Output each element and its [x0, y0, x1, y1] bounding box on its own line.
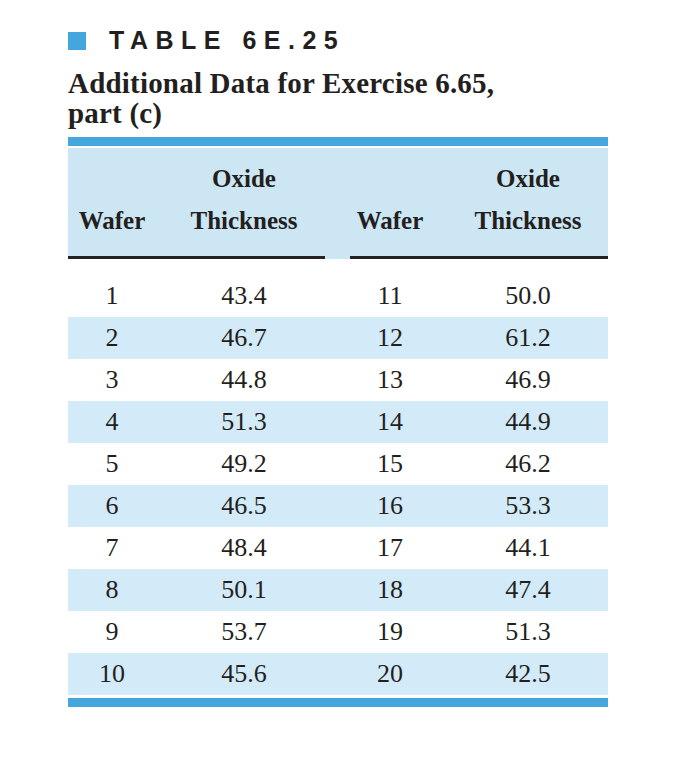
wafer-cell: 4	[68, 409, 156, 435]
column-header-bottom-label: Thickness	[475, 200, 582, 242]
table-label: TABLE 6E.25	[109, 27, 345, 55]
table-row: 7 48.4 17 44.1	[68, 527, 608, 569]
table-row: 2 46.7 12 61.2	[68, 317, 608, 359]
blue-square-bullet-icon	[68, 32, 86, 50]
thickness-cell: 51.3	[156, 409, 332, 435]
table-row: 8 50.1 18 47.4	[68, 569, 608, 611]
thickness-cell: 50.0	[448, 283, 608, 309]
wafer-cell: 12	[332, 325, 448, 351]
table-subtitle-line1: Additional Data for Exercise 6.65,	[68, 68, 694, 98]
column-header-top-label: Oxide	[496, 158, 560, 200]
column-header-bottom-label: Wafer	[357, 200, 424, 242]
table-row: 5 49.2 15 46.2	[68, 443, 608, 485]
column-header-wafer-left: Wafer	[68, 148, 156, 259]
column-header-oxide-thickness-right: Oxide Thickness	[448, 148, 608, 259]
wafer-cell: 5	[68, 451, 156, 477]
thickness-cell: 46.9	[448, 367, 608, 393]
table-subtitle-line2: part (c)	[68, 98, 694, 128]
table-row: 4 51.3 14 44.9	[68, 401, 608, 443]
thickness-cell: 47.4	[448, 577, 608, 603]
wafer-cell: 15	[332, 451, 448, 477]
thickness-cell: 49.2	[156, 451, 332, 477]
wafer-cell: 14	[332, 409, 448, 435]
header-underline-right	[350, 256, 608, 259]
table-row: 9 53.7 19 51.3	[68, 611, 608, 653]
thickness-cell: 53.3	[448, 493, 608, 519]
wafer-cell: 6	[68, 493, 156, 519]
thickness-cell: 45.6	[156, 661, 332, 687]
wafer-cell: 3	[68, 367, 156, 393]
page: TABLE 6E.25 Additional Data for Exercise…	[0, 0, 694, 707]
wafer-cell: 17	[332, 535, 448, 561]
wafer-cell: 16	[332, 493, 448, 519]
wafer-cell: 9	[68, 619, 156, 645]
thickness-cell: 50.1	[156, 577, 332, 603]
wafer-cell: 11	[332, 283, 448, 309]
table-body: 1 43.4 11 50.0 2 46.7 12 61.2 3 44.8 13 …	[68, 259, 608, 695]
thickness-cell: 61.2	[448, 325, 608, 351]
thickness-cell: 48.4	[156, 535, 332, 561]
wafer-cell: 13	[332, 367, 448, 393]
column-header-oxide-thickness-left: Oxide Thickness	[156, 148, 332, 259]
column-header-bottom-label: Wafer	[79, 200, 146, 242]
wafer-cell: 19	[332, 619, 448, 645]
thickness-cell: 51.3	[448, 619, 608, 645]
wafer-cell: 7	[68, 535, 156, 561]
thickness-cell: 46.2	[448, 451, 608, 477]
thickness-cell: 53.7	[156, 619, 332, 645]
thickness-cell: 44.1	[448, 535, 608, 561]
table-row: 10 45.6 20 42.5	[68, 653, 608, 695]
thickness-cell: 44.8	[156, 367, 332, 393]
column-header-top-label: Oxide	[212, 158, 276, 200]
column-header-wafer-right: Wafer	[332, 148, 448, 259]
thickness-cell: 43.4	[156, 283, 332, 309]
thickness-cell: 42.5	[448, 661, 608, 687]
wafer-cell: 18	[332, 577, 448, 603]
thickness-cell: 46.7	[156, 325, 332, 351]
table-header: Wafer Oxide Thickness Wafer Oxide Thickn…	[68, 148, 608, 259]
table-title-row: TABLE 6E.25	[68, 27, 694, 55]
table-subtitle: Additional Data for Exercise 6.65, part …	[68, 68, 694, 128]
header-underline-left	[68, 256, 325, 259]
column-header-bottom-label: Thickness	[191, 200, 298, 242]
wafer-cell: 1	[68, 283, 156, 309]
table-row: 3 44.8 13 46.9	[68, 359, 608, 401]
table-top-rule	[68, 137, 608, 146]
thickness-cell: 44.9	[448, 409, 608, 435]
data-table: Wafer Oxide Thickness Wafer Oxide Thickn…	[68, 137, 608, 707]
wafer-cell: 2	[68, 325, 156, 351]
table-row: 6 46.5 16 53.3	[68, 485, 608, 527]
thickness-cell: 46.5	[156, 493, 332, 519]
wafer-cell: 10	[68, 661, 156, 687]
table-bottom-rule	[68, 698, 608, 707]
wafer-cell: 8	[68, 577, 156, 603]
wafer-cell: 20	[332, 661, 448, 687]
table-row: 1 43.4 11 50.0	[68, 259, 608, 317]
